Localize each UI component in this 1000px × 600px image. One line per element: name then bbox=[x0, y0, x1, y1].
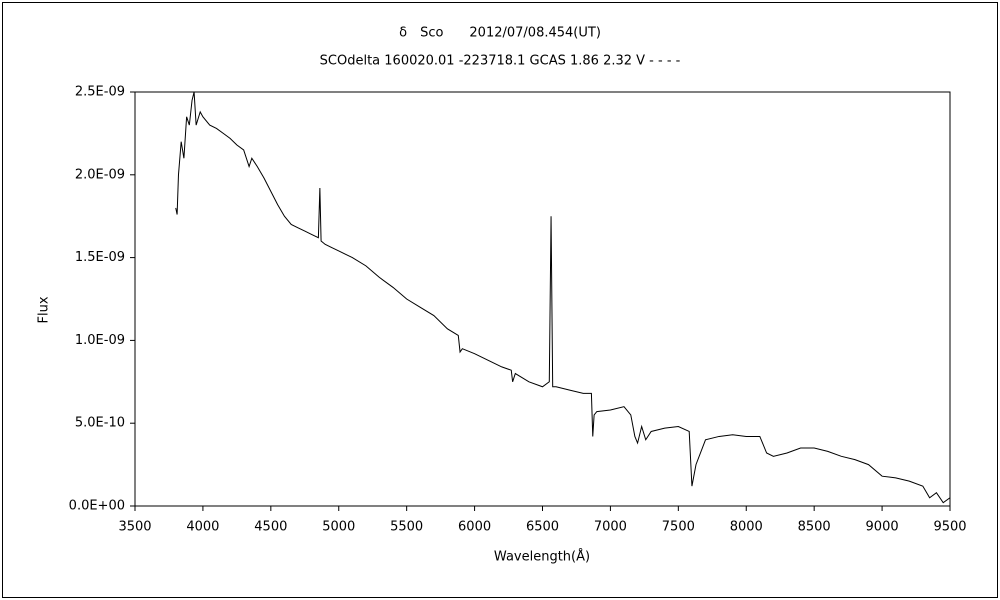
x-tick-label: 5000 bbox=[322, 520, 355, 535]
y-tick-label: 1.0E-09 bbox=[75, 333, 125, 348]
x-tick-label: 6000 bbox=[458, 520, 491, 535]
x-tick-label: 9500 bbox=[933, 520, 966, 535]
y-axis-label: Flux bbox=[37, 296, 52, 323]
y-tick-label: 2.5E-09 bbox=[75, 85, 125, 100]
x-tick-label: 7000 bbox=[594, 520, 627, 535]
chart-subtitle: SCOdelta 160020.01 -223718.1 GCAS 1.86 2… bbox=[320, 54, 681, 69]
spectrum-line bbox=[175, 91, 951, 504]
x-tick-label: 4000 bbox=[186, 520, 219, 535]
x-axis-label: Wavelength(Å) bbox=[494, 549, 590, 565]
x-tick-label: 9000 bbox=[866, 520, 899, 535]
chart-title: δ Sco 2012/07/08.454(UT) bbox=[399, 26, 601, 41]
x-tick-label: 6500 bbox=[526, 520, 559, 535]
y-tick-label: 2.0E-09 bbox=[75, 167, 125, 182]
x-tick-label: 8500 bbox=[798, 520, 831, 535]
x-tick-label: 3500 bbox=[118, 520, 151, 535]
y-tick-label: 1.5E-09 bbox=[75, 250, 125, 265]
x-tick-label: 7500 bbox=[662, 520, 695, 535]
x-tick-label: 4500 bbox=[254, 520, 287, 535]
y-tick-label: 0.0E+00 bbox=[69, 499, 125, 514]
x-tick-label: 5500 bbox=[390, 520, 423, 535]
y-tick-label: 5.0E-10 bbox=[75, 416, 125, 431]
x-tick-label: 8000 bbox=[730, 520, 763, 535]
